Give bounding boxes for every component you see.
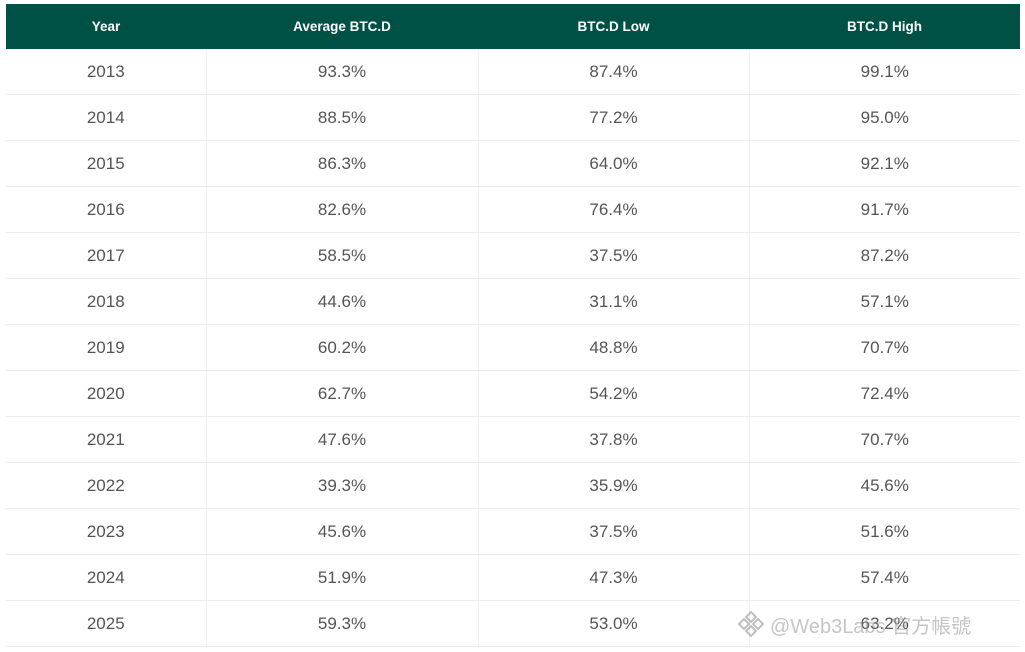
table-row: 2016 82.6% 76.4% 91.7% xyxy=(6,186,1020,233)
cell-low: 37.5% xyxy=(477,508,749,555)
cell-high: 91.7% xyxy=(748,186,1020,233)
cell-average: 88.5% xyxy=(205,94,478,141)
table-row: 2024 51.9% 47.3% 57.4% xyxy=(6,554,1020,601)
cell-year: 2021 xyxy=(6,416,206,463)
header-row: Year Average BTC.D BTC.D Low BTC.D High xyxy=(6,4,1020,49)
cell-average: 86.3% xyxy=(205,140,478,187)
cell-high: 70.7% xyxy=(748,416,1020,463)
cell-average: 51.9% xyxy=(205,554,478,601)
cell-low: 31.1% xyxy=(477,278,749,325)
header-average: Average BTC.D xyxy=(206,4,478,49)
cell-high: 95.0% xyxy=(748,94,1020,141)
table-row: 2019 60.2% 48.8% 70.7% xyxy=(6,324,1020,371)
cell-year: 2015 xyxy=(6,140,206,187)
table-row: 2013 93.3% 87.4% 99.1% xyxy=(6,49,1020,95)
cell-average: 58.5% xyxy=(205,232,478,279)
cell-year: 2013 xyxy=(6,49,206,95)
cell-average: 62.7% xyxy=(205,370,478,417)
cell-year: 2017 xyxy=(6,232,206,279)
cell-year: 2024 xyxy=(6,554,206,601)
cell-high: 72.4% xyxy=(748,370,1020,417)
header-year: Year xyxy=(6,4,206,49)
cell-year: 2025 xyxy=(6,600,206,647)
cell-average: 45.6% xyxy=(205,508,478,555)
table-row: 2025 59.3% 53.0% 63.2% xyxy=(6,600,1020,647)
cell-low: 48.8% xyxy=(477,324,749,371)
table-row: 2018 44.6% 31.1% 57.1% xyxy=(6,278,1020,325)
cell-high: 57.1% xyxy=(748,278,1020,325)
table-row: 2022 39.3% 35.9% 45.6% xyxy=(6,462,1020,509)
cell-average: 82.6% xyxy=(205,186,478,233)
cell-low: 37.5% xyxy=(477,232,749,279)
cell-low: 76.4% xyxy=(477,186,749,233)
data-table-frame: Year Average BTC.D BTC.D Low BTC.D High … xyxy=(6,4,1020,650)
table-row: 2014 88.5% 77.2% 95.0% xyxy=(6,94,1020,141)
header-low: BTC.D Low xyxy=(478,4,749,49)
cell-average: 47.6% xyxy=(205,416,478,463)
table-row: 2021 47.6% 37.8% 70.7% xyxy=(6,416,1020,463)
table-body: 2013 93.3% 87.4% 99.1% 2014 88.5% 77.2% 95.0% 20… xyxy=(6,49,1020,647)
table-header: Year Average BTC.D BTC.D Low BTC.D High xyxy=(6,4,1020,49)
cell-high: 63.2% xyxy=(748,600,1020,647)
cell-average: 44.6% xyxy=(205,278,478,325)
cell-high: 92.1% xyxy=(748,140,1020,187)
table-row: 2020 62.7% 54.2% 72.4% xyxy=(6,370,1020,417)
cell-low: 47.3% xyxy=(477,554,749,601)
cell-year: 2023 xyxy=(6,508,206,555)
cell-high: 99.1% xyxy=(748,49,1020,95)
cell-year: 2022 xyxy=(6,462,206,509)
btc-dominance-table: Year Average BTC.D BTC.D Low BTC.D High … xyxy=(6,4,1020,647)
cell-low: 77.2% xyxy=(477,94,749,141)
header-high: BTC.D High xyxy=(749,4,1020,49)
cell-low: 35.9% xyxy=(477,462,749,509)
cell-low: 53.0% xyxy=(477,600,749,647)
cell-average: 60.2% xyxy=(205,324,478,371)
cell-year: 2014 xyxy=(6,94,206,141)
cell-average: 39.3% xyxy=(205,462,478,509)
cell-high: 51.6% xyxy=(748,508,1020,555)
cell-low: 54.2% xyxy=(477,370,749,417)
cell-high: 70.7% xyxy=(748,324,1020,371)
cell-average: 59.3% xyxy=(205,600,478,647)
table-row: 2017 58.5% 37.5% 87.2% xyxy=(6,232,1020,279)
cell-average: 93.3% xyxy=(205,49,478,95)
cell-high: 87.2% xyxy=(748,232,1020,279)
cell-high: 57.4% xyxy=(748,554,1020,601)
cell-year: 2019 xyxy=(6,324,206,371)
cell-year: 2016 xyxy=(6,186,206,233)
cell-year: 2018 xyxy=(6,278,206,325)
cell-year: 2020 xyxy=(6,370,206,417)
cell-low: 37.8% xyxy=(477,416,749,463)
cell-low: 64.0% xyxy=(477,140,749,187)
table-row: 2015 86.3% 64.0% 92.1% xyxy=(6,140,1020,187)
cell-low: 87.4% xyxy=(477,49,749,95)
cell-high: 45.6% xyxy=(748,462,1020,509)
table-row: 2023 45.6% 37.5% 51.6% xyxy=(6,508,1020,555)
